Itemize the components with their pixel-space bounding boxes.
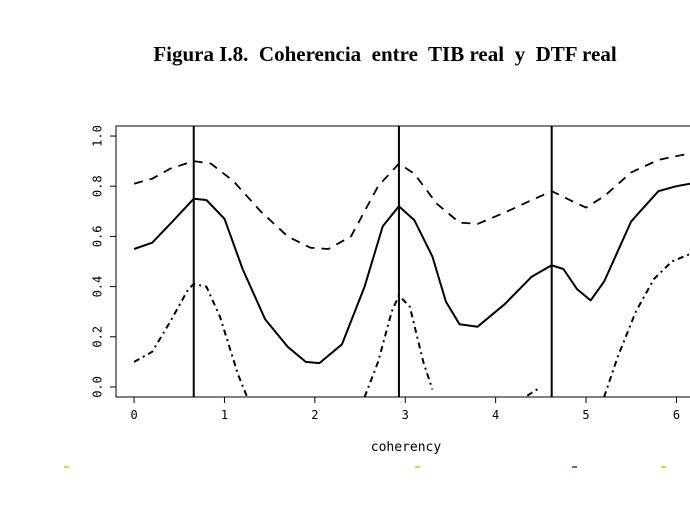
axes: 0 1 2 3 4 5 6 0.0 0.2 0.4 0.6 0.8 1.0 [91,125,690,422]
x-tick-label: 2 [311,408,318,422]
x-tick-label: 4 [492,408,499,422]
yellow-mark-left [64,466,69,468]
x-tick-label: 0 [130,408,137,422]
series-dotted-line-segment-2 [363,294,434,398]
series-dotted-line-segment-3 [526,386,542,397]
y-tick-label: 0.0 [91,376,105,398]
y-tick-label: 1.0 [91,125,105,147]
series-group [133,152,690,398]
x-tick-label: 5 [582,408,589,422]
series-dashed-line [133,152,690,250]
vertical-lines [192,126,553,397]
x-axis-title: coherency [371,440,442,455]
plot-frame [115,125,690,398]
yellow-mark-right [661,466,666,468]
figure-title: Figura I.8. Coherencia entre TIB real y … [153,42,617,66]
series-dotted-line-segment-1 [133,283,249,398]
series-solid-line [133,182,690,365]
x-tick-label: 1 [221,408,228,422]
y-tick-label: 0.8 [91,175,105,197]
yellow-mark-center [415,466,420,468]
series-dotted-line-segment-4 [603,253,690,398]
blue-mark [572,466,577,468]
y-tick-label: 0.2 [91,326,105,348]
y-tick-label: 0.6 [91,226,105,248]
y-tick-label: 0.4 [91,276,105,298]
x-tick-label: 3 [402,408,409,422]
x-tick-label: 6 [673,408,680,422]
